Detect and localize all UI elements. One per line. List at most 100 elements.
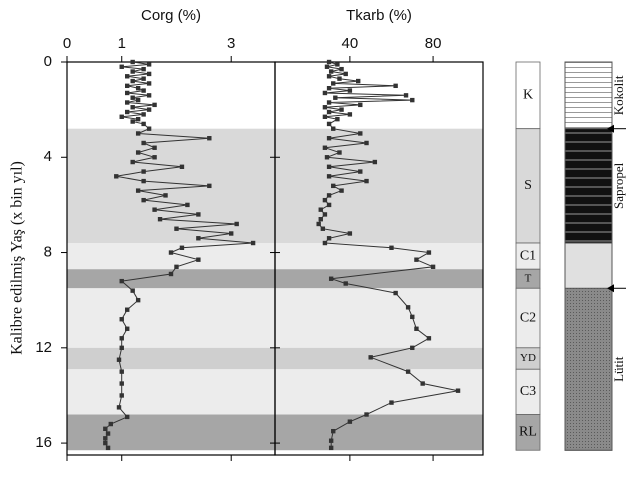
data-point [125, 414, 130, 420]
data-point [328, 445, 334, 451]
data-point [339, 66, 344, 72]
data-point [322, 114, 328, 119]
data-point [119, 317, 124, 322]
zone-cell [515, 287, 541, 349]
plots: Corg (%) 0 1 3 0 4 8 12 16 Kalibre edilmiş Yaş (x… [9, 7, 484, 461]
data-point [389, 245, 394, 250]
data-point [119, 393, 124, 398]
lithology-unit [564, 61, 613, 130]
data-point [318, 217, 323, 222]
data-point [141, 76, 146, 81]
data-point [135, 188, 141, 193]
data-point [103, 440, 108, 446]
zone-label: S [524, 178, 532, 193]
data-point [358, 131, 363, 136]
data-point [146, 62, 152, 67]
x-tick-label: 3 [227, 35, 235, 52]
data-point [168, 250, 174, 255]
data-point [141, 178, 146, 184]
data-point [146, 93, 152, 98]
data-point [207, 136, 212, 141]
data-point [141, 112, 146, 117]
data-point [119, 369, 124, 374]
data-point [331, 81, 336, 86]
data-point [343, 71, 348, 77]
data-point [364, 412, 369, 417]
x-tick-label: 0 [63, 35, 71, 52]
data-point [125, 326, 130, 331]
zone-label: T [525, 272, 532, 284]
plot-frame [274, 61, 484, 456]
data-point [326, 136, 332, 141]
data-point [358, 102, 363, 108]
zone-cell [515, 368, 541, 415]
data-point [135, 116, 141, 122]
data-point [130, 159, 135, 165]
data-point [426, 250, 432, 255]
data-point [331, 126, 336, 131]
data-point [116, 405, 122, 410]
x-tick-label: 80 [425, 35, 442, 52]
data-point [179, 245, 185, 250]
data-point [335, 116, 340, 122]
x-axis-title: Tkarb (%) [346, 7, 412, 24]
data-point [331, 428, 336, 434]
lithology-label: Sapropel [611, 162, 626, 209]
data-point [326, 236, 332, 241]
data-point [135, 97, 141, 103]
data-point [333, 95, 338, 100]
data-point [152, 145, 157, 150]
data-point [326, 202, 332, 208]
data-point [322, 197, 328, 203]
zone-label: C2 [520, 310, 536, 325]
data-point [146, 126, 152, 131]
arrow-head [607, 284, 614, 293]
data-point [130, 69, 135, 74]
data-point [179, 164, 185, 169]
data-point [347, 231, 353, 236]
data-point [326, 164, 332, 169]
data-point [364, 178, 369, 184]
data-point [324, 64, 330, 69]
data-point [174, 264, 179, 270]
zone-label: YD [520, 352, 536, 364]
data-point [322, 212, 328, 217]
data-point [130, 288, 135, 293]
data-point [347, 419, 353, 424]
data-point [125, 83, 130, 89]
x-tick-label: 1 [118, 35, 126, 52]
data-point [105, 445, 111, 451]
data-point [405, 369, 411, 374]
data-point [347, 88, 353, 93]
data-point [135, 86, 141, 91]
data-point [103, 426, 108, 431]
zone-cell [515, 128, 541, 244]
x-tick-label: 40 [342, 35, 359, 52]
y-axis-title: Kalibre edilmiş Yaş (x bin yıl) [9, 161, 26, 355]
data-point [389, 400, 394, 405]
data-point [152, 102, 157, 108]
data-point [119, 114, 124, 119]
lithology-label: Kokolit [611, 75, 626, 115]
data-point [326, 121, 332, 127]
data-point [326, 86, 332, 91]
data-point [393, 83, 398, 89]
data-point [119, 336, 124, 341]
lithology-unit [564, 128, 613, 244]
data-point [326, 193, 332, 198]
data-point [141, 197, 146, 203]
data-point [130, 105, 135, 110]
data-point [105, 431, 111, 436]
data-point [163, 193, 168, 198]
data-point [326, 59, 332, 65]
data-point [119, 381, 124, 386]
data-point [316, 221, 321, 227]
zone-label: RL [519, 425, 537, 440]
data-point [328, 69, 334, 74]
data-point [119, 278, 124, 284]
y-tick-label: 8 [44, 244, 52, 261]
data-point [135, 297, 141, 303]
data-point [130, 119, 135, 124]
data-point [141, 66, 146, 72]
